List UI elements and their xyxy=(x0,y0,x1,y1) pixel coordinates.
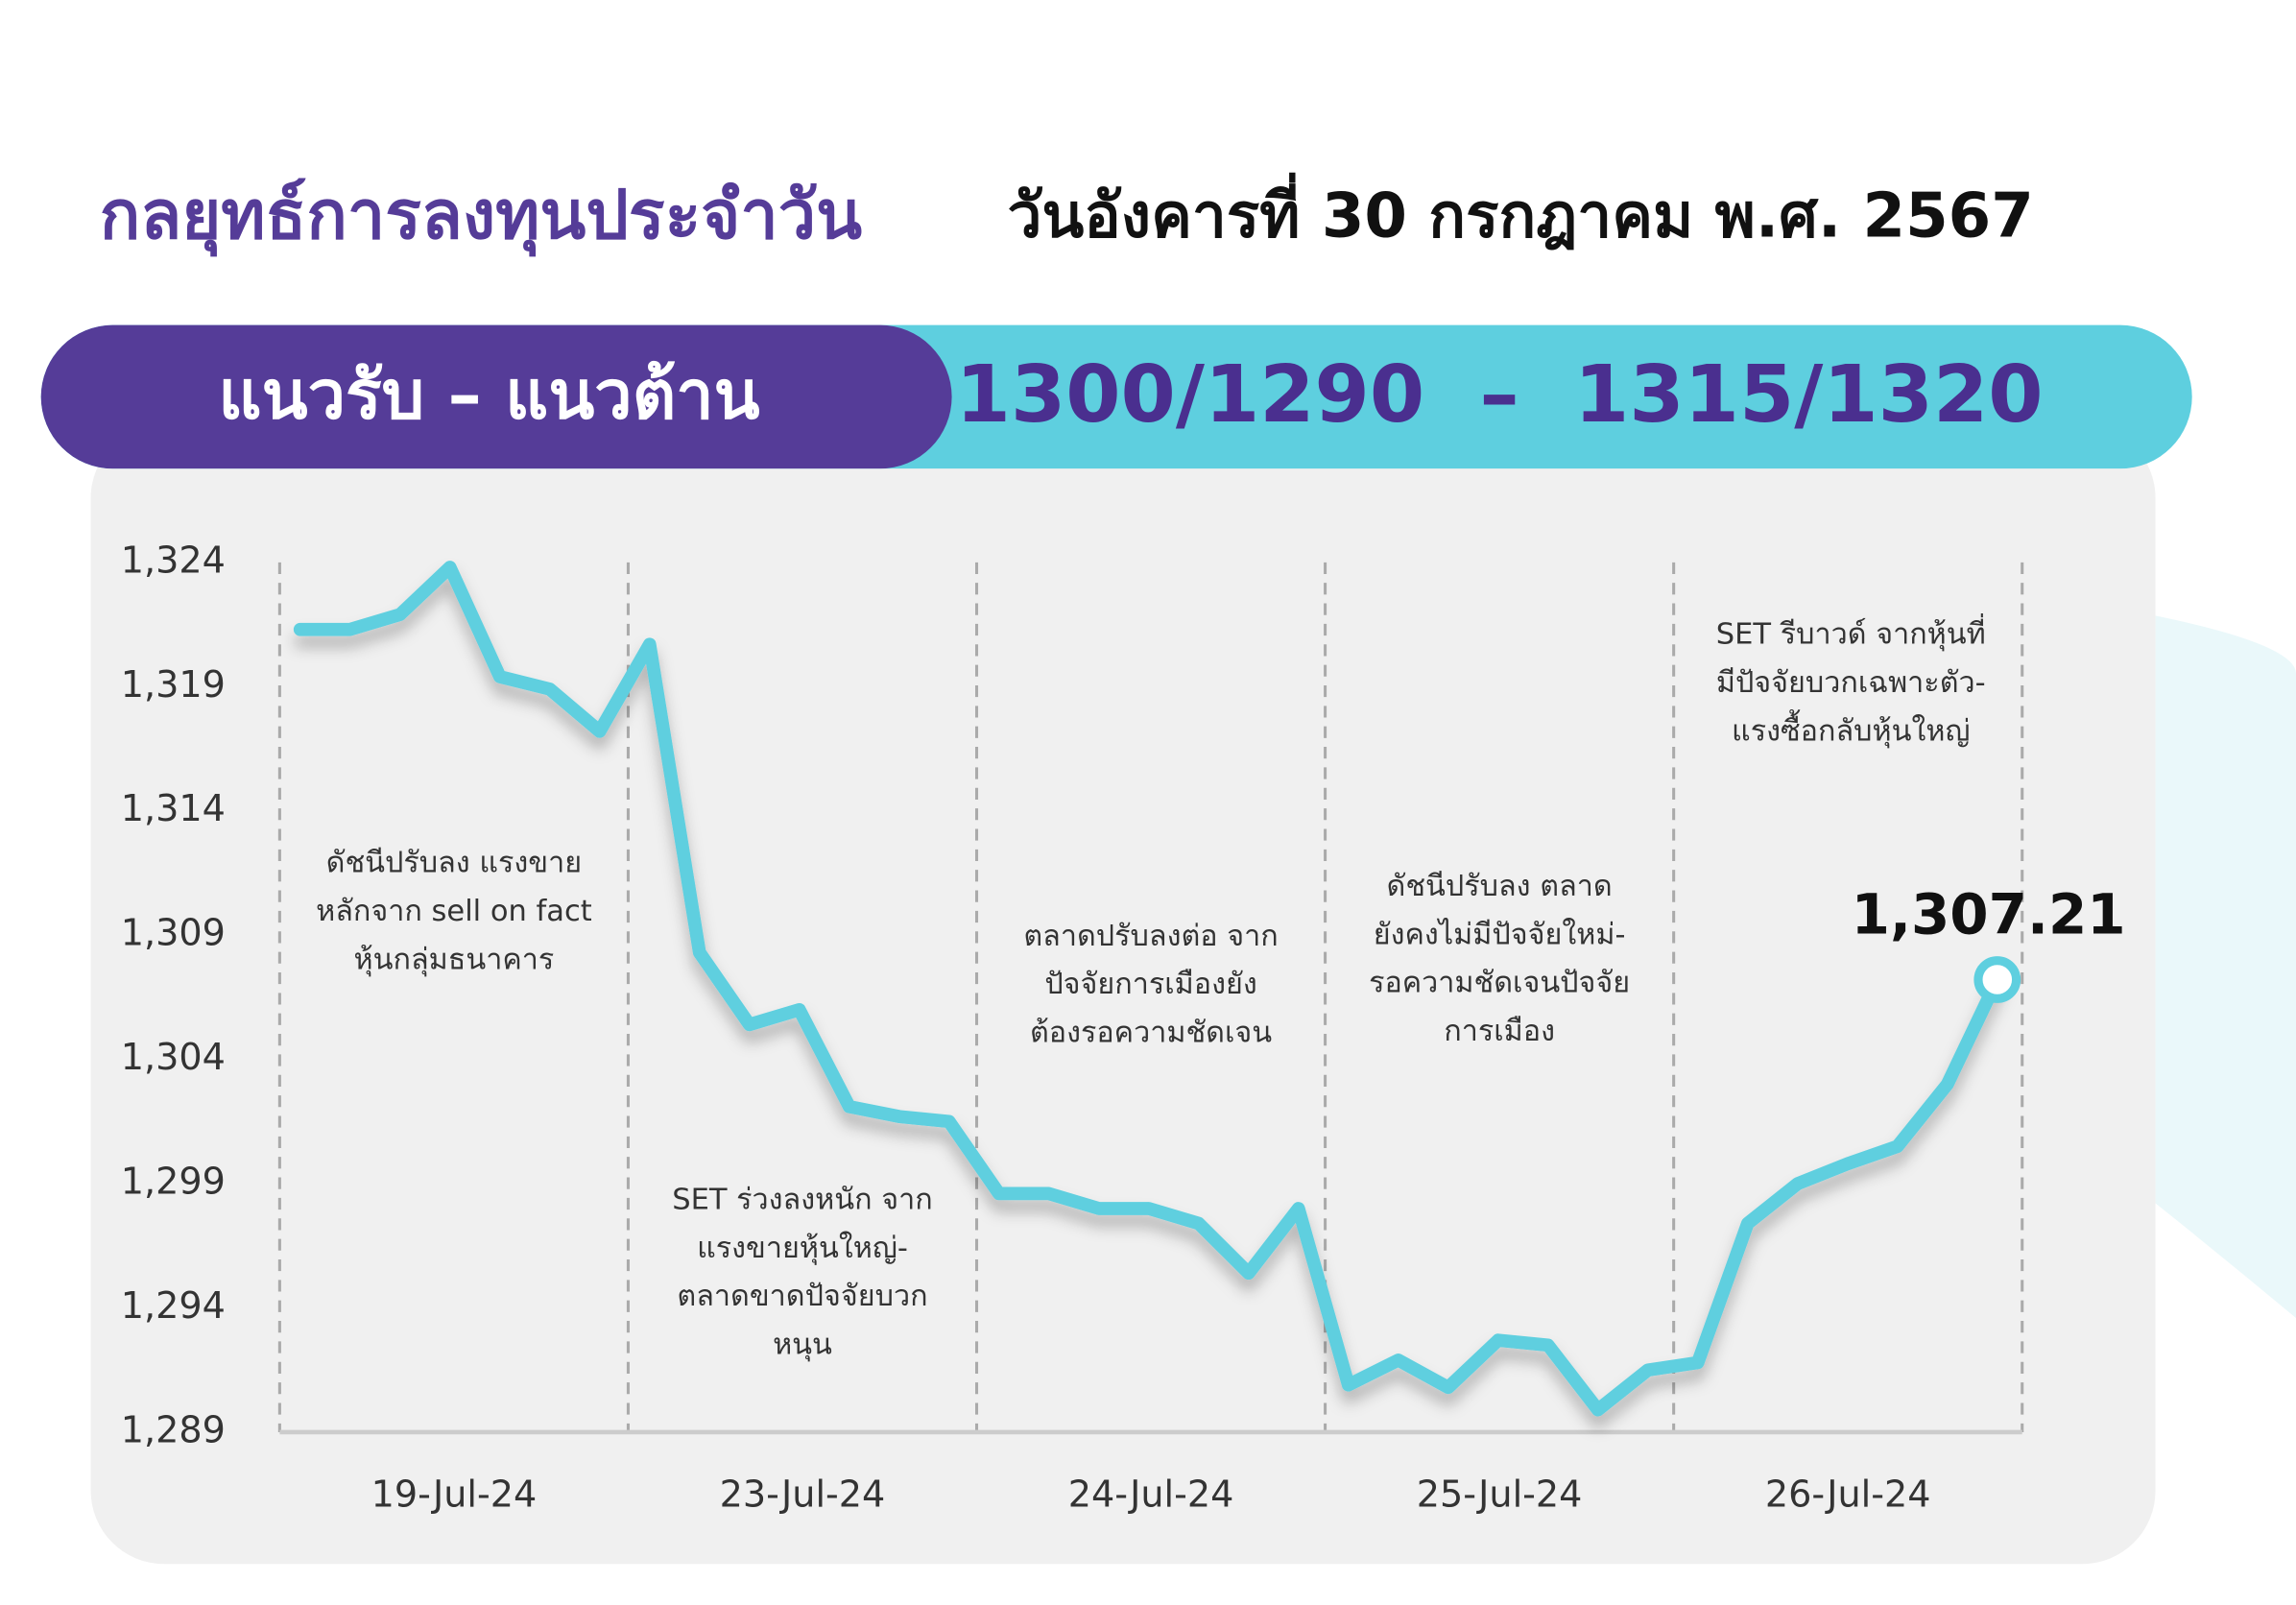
date: วันอังคารที่ 30 กรกฎาคม พ.ศ. 2567 xyxy=(1008,172,2034,252)
annotation: ต้องรอความชัดเจน xyxy=(1030,1017,1272,1050)
annotation: ตลาดปรับลงต่อ จาก xyxy=(1023,920,1278,953)
annotation: ดัชนีปรับลง ตลาด xyxy=(1387,870,1613,903)
y-tick-label: 1,304 xyxy=(121,1036,226,1078)
y-tick-label: 1,289 xyxy=(121,1408,226,1450)
series-line xyxy=(293,561,2004,1417)
annotation: หลักจาก sell on fact xyxy=(316,895,592,928)
annotation: มีปัจจัยบวกเฉพาะตัว- xyxy=(1716,666,1986,700)
annotation: รอความชัดเจนปัจจัย xyxy=(1369,967,1630,1000)
annotation: SET ร่วงลงหนัก จาก xyxy=(672,1183,933,1216)
x-tick-label: 23-Jul-24 xyxy=(720,1473,886,1516)
annotation: แรงขายหุ้นใหญ่- xyxy=(697,1231,908,1266)
annotation: หุ้นกลุ่มธนาคาร xyxy=(354,943,555,977)
band-values: 1300/1290 – 1315/1320 xyxy=(956,349,2044,441)
annotation: ตลาดขาดปัจจัยบวก xyxy=(677,1280,927,1313)
title: กลยุทธ์การลงทุนประจำวัน xyxy=(100,176,862,257)
y-tick-label: 1,314 xyxy=(121,787,226,829)
annotation: แรงซื้อกลับหุ้นใหญ่ xyxy=(1732,709,1970,749)
end-point xyxy=(1973,956,2021,1003)
annotation: ยังคงไม่มีปัจจัยใหม่- xyxy=(1374,917,1626,951)
annotation: ดัชนีปรับลง แรงขาย xyxy=(326,847,583,880)
x-tick-label: 24-Jul-24 xyxy=(1068,1473,1234,1516)
band-label: แนวรับ – แนวต้าน xyxy=(218,356,759,435)
decor xyxy=(2152,614,2296,1318)
y-tick-label: 1,309 xyxy=(121,912,226,954)
y-tick-label: 1,319 xyxy=(121,663,226,706)
annotation: ปัจจัยการเมืองยัง xyxy=(1044,968,1256,1001)
annotation: SET รีบาวด์ จากหุ้นที่ xyxy=(1716,613,1986,653)
y-tick-label: 1,299 xyxy=(121,1161,226,1203)
x-tick-label: 25-Jul-24 xyxy=(1417,1473,1583,1516)
x-tick-label: 26-Jul-24 xyxy=(1765,1473,1931,1516)
y-tick-label: 1,294 xyxy=(121,1284,226,1327)
y-tick-label: 1,324 xyxy=(121,539,226,581)
band-label-bg xyxy=(40,324,952,469)
annotation: การเมือง xyxy=(1444,1015,1555,1048)
annotation: หนุน xyxy=(773,1328,832,1362)
value-label: 1,307.21 xyxy=(1852,882,2126,947)
x-tick-label: 19-Jul-24 xyxy=(371,1473,538,1516)
